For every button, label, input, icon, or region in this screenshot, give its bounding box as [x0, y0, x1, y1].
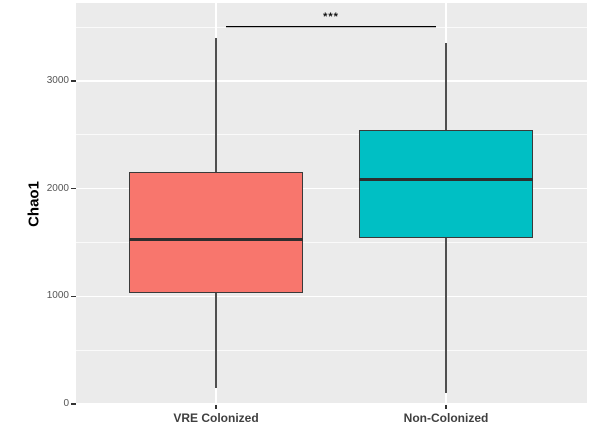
- lower-whisker: [215, 293, 217, 388]
- y-tick-label: 1000: [46, 290, 69, 302]
- gridline-major: [76, 403, 587, 405]
- median-line: [129, 237, 303, 241]
- gridline-major: [76, 295, 587, 297]
- gridline-major: [76, 187, 587, 190]
- y-tick-mark: [71, 403, 76, 405]
- y-tick-mark: [71, 80, 76, 82]
- y-tick-mark: [71, 295, 76, 298]
- median-line: [359, 178, 533, 182]
- upper-whisker: [215, 37, 217, 173]
- significance-stars: ***: [323, 10, 339, 23]
- gridline-major: [76, 80, 587, 82]
- gridline-minor: [76, 26, 587, 28]
- box-vre-colonized: [129, 172, 303, 294]
- upper-whisker: [445, 43, 447, 131]
- lower-whisker: [445, 238, 447, 394]
- x-category-label: VRE Colonized: [173, 411, 259, 425]
- box-non-colonized: [359, 130, 533, 239]
- x-tick-mark: [215, 405, 217, 409]
- gridline-minor: [76, 241, 587, 243]
- x-tick-mark: [445, 405, 447, 409]
- x-category-label: Non-Colonized: [403, 411, 489, 425]
- gridline-minor: [76, 349, 587, 351]
- y-tick-label: 0: [63, 398, 69, 409]
- y-tick-mark: [71, 187, 76, 190]
- gridline-minor: [76, 134, 587, 136]
- plot-panel: ***: [76, 3, 587, 405]
- y-tick-label: 2000: [46, 182, 69, 194]
- y-tick-label: 3000: [46, 74, 69, 86]
